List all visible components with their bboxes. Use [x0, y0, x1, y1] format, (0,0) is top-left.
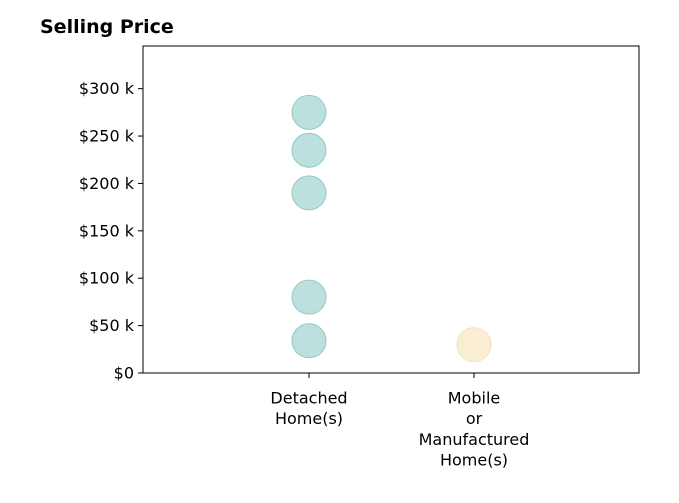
data-point	[456, 327, 492, 363]
x-tick-label: Manufactured	[419, 430, 530, 449]
data-point	[291, 175, 327, 211]
x-tick-label: Mobile	[448, 389, 500, 408]
y-tick-label: $100 k	[79, 269, 135, 288]
data-point	[291, 323, 327, 359]
y-tick-label: $250 k	[79, 127, 135, 146]
data-points	[291, 94, 492, 363]
y-tick-label: $0	[114, 364, 134, 383]
y-tick-label: $150 k	[79, 221, 135, 240]
data-point	[291, 132, 327, 168]
y-tick-label: $50 k	[89, 316, 135, 335]
chart-title: Selling Price	[40, 16, 174, 38]
y-tick-label: $200 k	[79, 174, 135, 193]
plot-area-frame	[142, 45, 640, 374]
x-tick-label: or	[466, 409, 483, 428]
data-point	[291, 94, 327, 130]
x-tick-label: Home(s)	[440, 451, 508, 470]
data-point	[291, 279, 327, 315]
x-tick-label: Detached	[270, 389, 347, 408]
x-axis: DetachedHome(s)MobileorManufacturedHome(…	[270, 373, 529, 470]
y-tick-label: $300 k	[79, 79, 135, 98]
x-tick-label: Home(s)	[275, 409, 343, 428]
y-axis: $0 $50 k $100 k $150 k $200 k $250 k $300 k	[79, 79, 143, 383]
